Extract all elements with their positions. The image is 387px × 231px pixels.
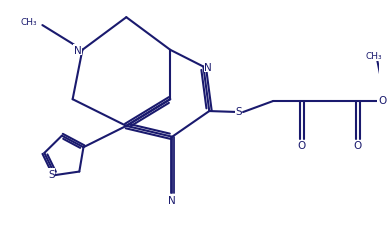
- Text: O: O: [353, 141, 362, 151]
- Text: CH₃: CH₃: [21, 18, 38, 27]
- Text: CH₃: CH₃: [365, 52, 382, 61]
- Text: O: O: [298, 141, 306, 151]
- Text: S: S: [235, 106, 242, 116]
- Text: N: N: [74, 46, 81, 55]
- Text: O: O: [378, 96, 386, 106]
- Text: N: N: [204, 62, 212, 72]
- Text: S: S: [48, 169, 55, 179]
- Text: N: N: [168, 195, 176, 205]
